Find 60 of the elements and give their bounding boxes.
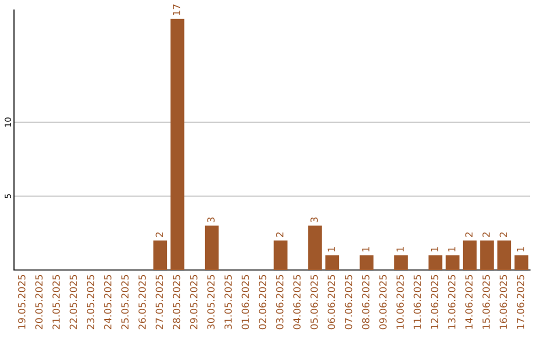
data-label: 1 xyxy=(396,247,404,252)
data-label: 1 xyxy=(430,247,438,252)
data-label: 3 xyxy=(310,218,318,222)
data-label: 2 xyxy=(276,232,284,237)
bar xyxy=(204,226,219,270)
bar xyxy=(274,240,288,270)
data-label: 2 xyxy=(465,232,472,237)
x-tick-label: 28.05.2025 xyxy=(172,275,180,330)
x-tick-label: 29.05.2025 xyxy=(190,275,198,330)
x-tick-label: 19.05.2025 xyxy=(18,275,26,329)
x-tick-label: 24.05.2025 xyxy=(104,275,112,330)
x-tick-label: 03.06.2025 xyxy=(276,275,284,330)
bar xyxy=(325,255,340,270)
x-tick-label: 20.05.2025 xyxy=(35,275,43,330)
x-tick-label: 17.06.2025 xyxy=(516,275,524,329)
x-tick-label: 25.05.2025 xyxy=(121,275,129,330)
x-tick-label: 09.06.2025 xyxy=(379,275,387,330)
data-label: 17 xyxy=(172,4,180,16)
x-tick-label: 15.06.2025 xyxy=(482,275,490,329)
x-tick-label: 01.06.2025 xyxy=(242,275,250,330)
data-label: 2 xyxy=(500,232,507,237)
x-tick-label: 14.06.2025 xyxy=(465,275,473,329)
data-label: 3 xyxy=(207,218,215,222)
x-tick-label: 31.05.2025 xyxy=(224,275,232,330)
bar xyxy=(497,240,512,270)
bar xyxy=(428,255,442,270)
x-tick-label: 08.06.2025 xyxy=(362,275,370,330)
x-tick-label: 06.06.2025 xyxy=(328,275,336,330)
x-tick-label: 21.05.2025 xyxy=(52,275,60,330)
x-tick-label: 27.05.2025 xyxy=(156,275,164,330)
data-label: 2 xyxy=(482,232,490,237)
bar xyxy=(514,255,528,270)
y-tick-label: 5 xyxy=(4,194,11,198)
x-tick-label: 02.06.2025 xyxy=(258,275,266,330)
data-label: 2 xyxy=(156,232,163,237)
bar xyxy=(308,226,322,270)
bar xyxy=(462,240,477,270)
data-label: 1 xyxy=(328,247,335,252)
x-tick-label: 26.05.2025 xyxy=(138,275,146,330)
x-tick-label: 16.06.2025 xyxy=(500,275,508,329)
x-tick-label: 05.06.2025 xyxy=(310,275,318,330)
x-tick-label: 04.06.2025 xyxy=(293,275,301,330)
x-tick-label: 12.06.2025 xyxy=(430,275,438,329)
data-label: 1 xyxy=(516,247,524,252)
x-tick-label: 13.06.2025 xyxy=(448,275,456,329)
x-tick-label: 11.06.2025 xyxy=(414,275,422,329)
bar xyxy=(170,18,184,270)
x-tick-label: 07.06.2025 xyxy=(344,275,352,330)
x-tick-label: 30.05.2025 xyxy=(207,275,215,330)
y-tick-label: 10 xyxy=(4,118,11,127)
x-tick-label: 22.05.2025 xyxy=(70,275,78,330)
bar xyxy=(446,255,460,270)
x-tick-label: 23.05.2025 xyxy=(86,275,94,330)
bar xyxy=(360,255,374,270)
bar xyxy=(394,255,408,270)
data-label: 1 xyxy=(448,247,456,252)
x-tick-label: 10.06.2025 xyxy=(396,275,404,329)
bar xyxy=(153,240,168,270)
bar xyxy=(480,240,494,270)
data-label: 1 xyxy=(362,247,370,252)
